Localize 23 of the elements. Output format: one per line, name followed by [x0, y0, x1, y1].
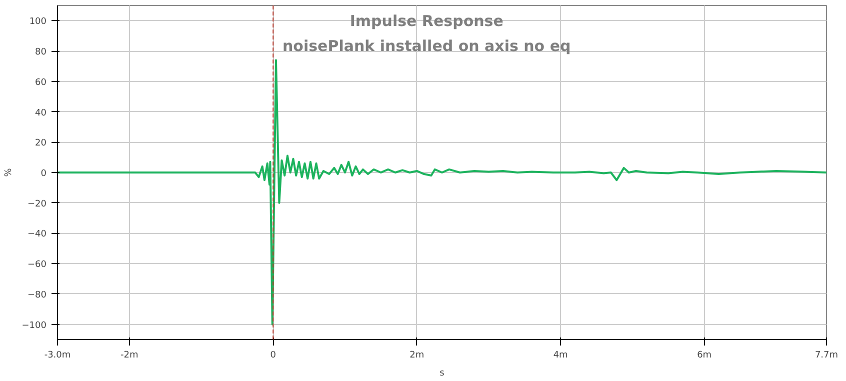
y-tick-label: −20: [28, 199, 47, 210]
y-tick-label: 0: [40, 169, 47, 179]
x-tick-label: 2m: [410, 350, 424, 360]
x-tick-label: 0: [270, 350, 276, 360]
y-tick-label: 20: [35, 138, 47, 149]
y-tick-label: −100: [22, 320, 47, 331]
x-tick-label: -2m: [120, 350, 138, 360]
y-tick-label: 40: [35, 108, 47, 118]
line-series: [58, 59, 826, 326]
x-axis-title: s: [440, 368, 445, 378]
y-tick-label: −40: [28, 230, 47, 240]
y-tick-label: 60: [35, 78, 47, 88]
x-tick-label: 6m: [697, 350, 712, 360]
x-tick-label: 4m: [553, 350, 568, 360]
x-tick-label: -3.0m: [44, 350, 71, 360]
x-tick-label: 7.7m: [814, 350, 838, 360]
y-tick-label: 80: [35, 48, 47, 58]
y-tick-label: 100: [29, 17, 47, 28]
y-tick-label: −60: [28, 260, 47, 270]
y-tick-label: −80: [28, 290, 47, 300]
text: Impulse Response: [350, 12, 504, 30]
text: noisePlank installed on axis no eq: [282, 37, 571, 56]
y-axis-title: %: [4, 168, 14, 177]
